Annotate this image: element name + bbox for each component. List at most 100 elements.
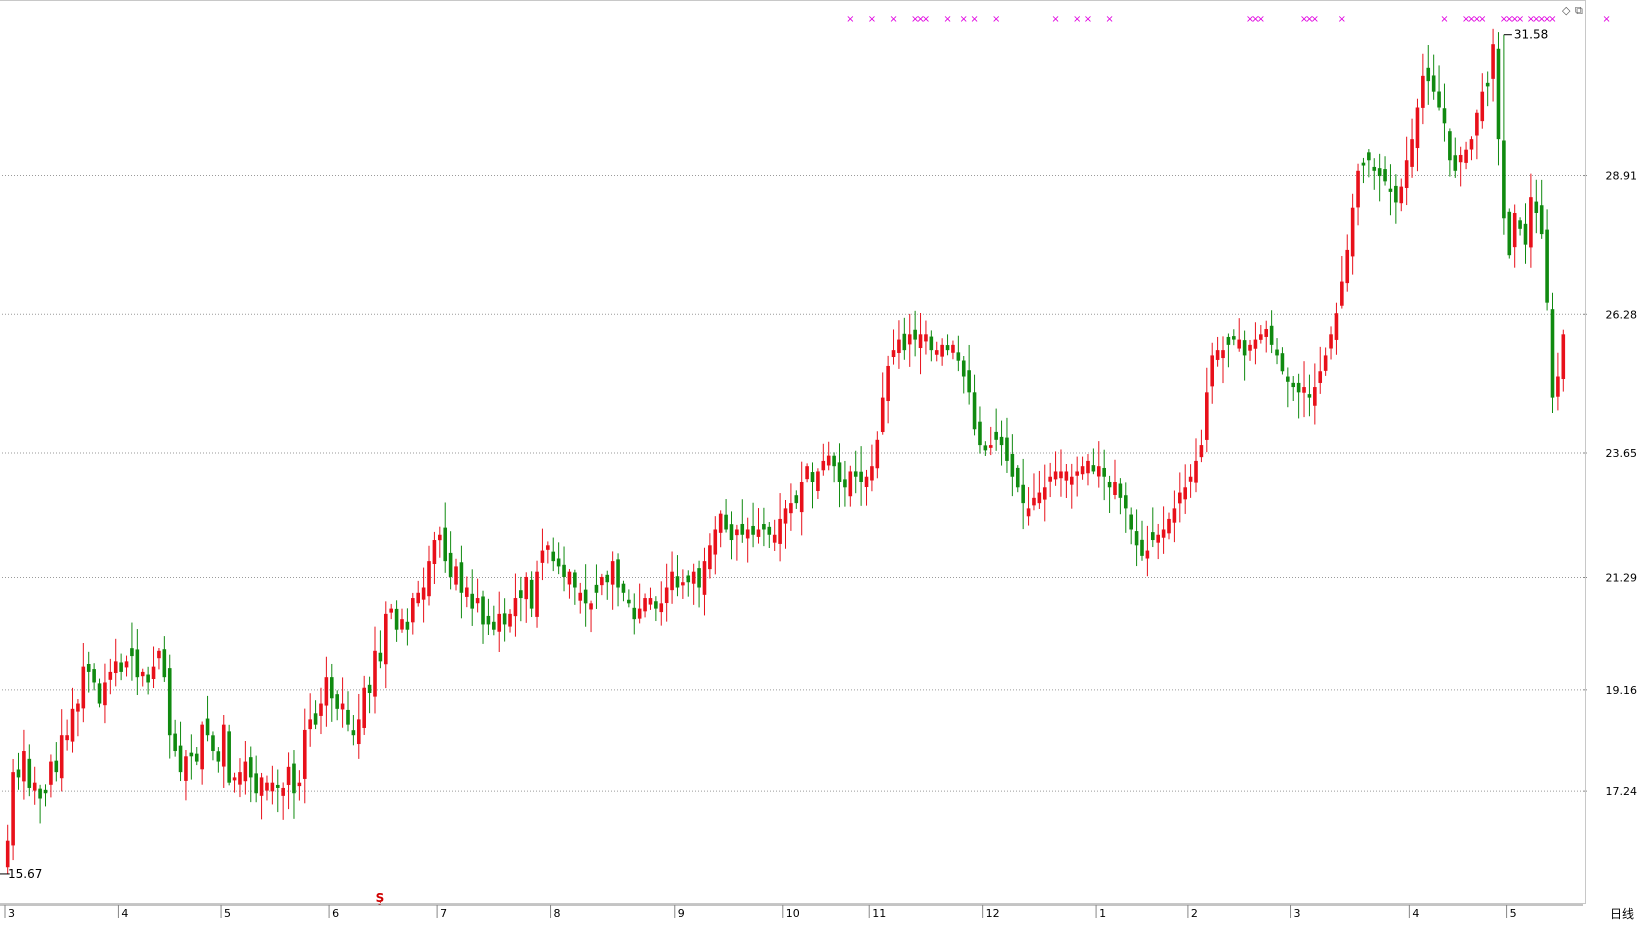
candle-body (1334, 313, 1339, 340)
signal-marker: × (1543, 14, 1551, 25)
candle-body (1529, 197, 1533, 248)
candle-body (1296, 382, 1301, 393)
candle-body (967, 370, 971, 393)
signal-marker: × (922, 14, 930, 25)
candle-body (1356, 170, 1360, 208)
signal-marker: × (1105, 14, 1113, 25)
candle-body (540, 550, 545, 563)
signal-marker: × (846, 14, 854, 25)
signal-marker: × (1338, 14, 1346, 25)
candle-body (76, 703, 80, 712)
candle-body (1496, 48, 1501, 140)
candle-body (848, 471, 853, 497)
candle-body (918, 334, 923, 349)
candle-body (1361, 162, 1366, 166)
candle-body (1512, 212, 1517, 248)
month-tick-label: 5 (1510, 907, 1517, 920)
candle-body (1053, 471, 1058, 480)
candle-body (1469, 139, 1474, 150)
candle-body (1485, 82, 1490, 87)
signal-marker: × (1305, 14, 1313, 25)
candle-body (1172, 508, 1177, 523)
candle-body (492, 621, 496, 630)
price-tick-label: 17.24 (1606, 785, 1638, 798)
month-tick-label: 1 (1099, 907, 1106, 920)
candle-body (362, 687, 366, 728)
candle-body (1096, 466, 1101, 477)
candle-body (535, 571, 539, 617)
candle-body (708, 545, 712, 570)
candle-body (1232, 336, 1236, 340)
candle-body (789, 503, 793, 514)
candle-body (767, 526, 772, 535)
signal-marker: × (1527, 14, 1535, 25)
month-tick-label: 6 (332, 907, 339, 920)
candle-body (627, 599, 631, 604)
candle-body (546, 545, 550, 550)
signal-marker: × (889, 14, 897, 25)
candle-body (162, 649, 167, 678)
candle-body (1291, 382, 1296, 388)
candle-body (1302, 387, 1306, 393)
candle-body (1518, 220, 1522, 229)
signal-marker: × (1462, 14, 1470, 25)
candle-body (1215, 350, 1220, 360)
restore-window-icon[interactable]: ⧉ (1575, 4, 1583, 17)
candle-body (286, 766, 291, 785)
candle-body (432, 540, 437, 564)
candle-body (308, 719, 312, 730)
candle-body (1248, 344, 1252, 351)
candle-body (897, 339, 901, 353)
candle-body (1507, 211, 1512, 256)
candle-body (475, 598, 480, 604)
candle-body (783, 508, 788, 524)
candle-body (135, 649, 140, 678)
candle-body (297, 782, 302, 787)
candle-body (1167, 518, 1171, 534)
candle-body (394, 608, 399, 630)
candle-body (427, 561, 431, 597)
candle-body (329, 677, 334, 699)
candle-body (1123, 495, 1128, 509)
candle-body (1199, 445, 1204, 458)
candle-body (378, 652, 383, 662)
candle-body (1534, 201, 1539, 213)
candle-body (346, 709, 350, 725)
candle-body (151, 666, 156, 680)
period-label[interactable]: 日线 (1609, 907, 1634, 921)
candle-body (756, 529, 761, 537)
candle-body (313, 713, 318, 725)
candle-body (843, 479, 847, 488)
candle-body (735, 529, 739, 536)
signal-marker: × (992, 14, 1000, 25)
candle-body (108, 671, 113, 680)
diamond-icon[interactable]: ◇ (1562, 4, 1571, 17)
month-tick-label: 5 (224, 907, 231, 920)
candle-body (243, 761, 248, 782)
candle-body (1286, 376, 1290, 382)
candle-body (54, 760, 59, 773)
candle-body (664, 587, 669, 604)
candle-body (821, 460, 826, 471)
candle-body (1545, 229, 1549, 303)
candle-body (1032, 497, 1036, 506)
candle-body (227, 731, 231, 783)
candle-body (319, 703, 323, 716)
candle-body (1539, 205, 1544, 235)
candle-body (724, 514, 728, 530)
candle-body (519, 590, 523, 599)
candle-body (1415, 107, 1420, 149)
signal-marker: × (1084, 14, 1092, 25)
candle-body (438, 534, 442, 541)
candle-body (130, 648, 134, 657)
candle-body (886, 365, 890, 402)
signal-markers: × × × ××× × × × × × × × × ××× ××× × × ×××× ×××× ××××× × (846, 14, 1611, 25)
candle-body (891, 350, 896, 358)
candle-body (1037, 492, 1042, 504)
candle-body (502, 613, 507, 625)
candle-body (400, 619, 404, 630)
candle-body (405, 621, 410, 630)
candle-body (1194, 460, 1198, 483)
candle-body (1383, 169, 1387, 182)
